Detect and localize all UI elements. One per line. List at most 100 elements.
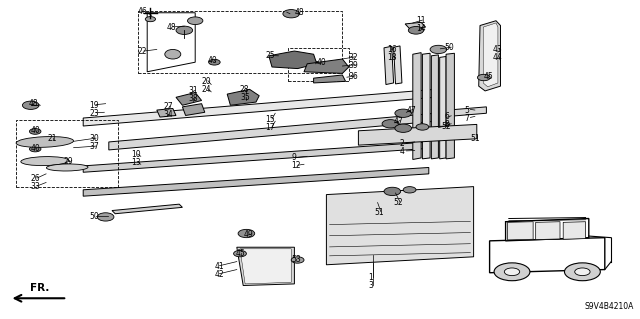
Text: 50: 50: [90, 212, 99, 221]
Circle shape: [494, 263, 530, 281]
Circle shape: [430, 45, 447, 54]
Text: 18: 18: [387, 53, 397, 62]
Polygon shape: [269, 51, 317, 69]
Text: 7: 7: [464, 114, 469, 122]
Text: 12: 12: [291, 161, 301, 170]
Text: 15: 15: [266, 115, 275, 124]
Text: 41: 41: [214, 262, 224, 271]
Text: 11: 11: [416, 16, 426, 25]
Text: 37: 37: [90, 142, 99, 151]
Ellipse shape: [47, 164, 88, 171]
Text: 39: 39: [349, 61, 358, 70]
Text: 48: 48: [166, 23, 176, 32]
Polygon shape: [384, 46, 394, 85]
Text: 38: 38: [189, 94, 198, 103]
Circle shape: [176, 26, 193, 34]
Text: 14: 14: [416, 24, 426, 33]
Circle shape: [49, 137, 58, 142]
Circle shape: [308, 61, 319, 67]
Polygon shape: [479, 21, 500, 91]
Circle shape: [291, 257, 304, 263]
Text: 40: 40: [31, 126, 40, 135]
Text: 48: 48: [294, 8, 304, 17]
Circle shape: [188, 17, 203, 25]
Circle shape: [395, 124, 412, 132]
Text: 5: 5: [464, 106, 469, 115]
Polygon shape: [446, 53, 454, 159]
Text: 22: 22: [138, 47, 147, 56]
Polygon shape: [431, 55, 438, 159]
Polygon shape: [536, 222, 560, 240]
Circle shape: [209, 59, 220, 65]
Circle shape: [234, 250, 246, 257]
Polygon shape: [227, 89, 259, 105]
Ellipse shape: [165, 49, 181, 59]
Text: 17: 17: [266, 123, 275, 132]
Text: 47: 47: [394, 117, 403, 126]
Text: 26: 26: [31, 174, 40, 183]
Polygon shape: [83, 167, 429, 196]
Text: 31: 31: [189, 86, 198, 95]
Circle shape: [564, 263, 600, 281]
Text: 1: 1: [368, 273, 372, 282]
Circle shape: [384, 187, 401, 196]
Text: 10: 10: [131, 150, 141, 159]
Text: 6: 6: [445, 112, 450, 121]
Text: 43: 43: [493, 45, 502, 54]
Circle shape: [408, 26, 424, 34]
Polygon shape: [314, 75, 346, 83]
Polygon shape: [394, 46, 402, 84]
Polygon shape: [83, 142, 429, 172]
Text: 40: 40: [317, 58, 326, 67]
Text: 44: 44: [493, 53, 502, 62]
Circle shape: [29, 129, 41, 134]
Polygon shape: [157, 108, 176, 117]
Circle shape: [416, 124, 429, 130]
Polygon shape: [326, 187, 474, 265]
Polygon shape: [237, 247, 294, 286]
Text: 51: 51: [470, 134, 480, 143]
Circle shape: [504, 268, 520, 276]
Text: 52: 52: [394, 198, 403, 207]
Polygon shape: [422, 53, 430, 159]
Text: 27: 27: [163, 102, 173, 111]
Polygon shape: [506, 219, 589, 241]
Polygon shape: [304, 59, 349, 73]
Circle shape: [395, 109, 412, 117]
Circle shape: [382, 120, 399, 128]
Text: S9V4B4210A: S9V4B4210A: [584, 302, 634, 311]
Text: 30: 30: [90, 134, 99, 143]
Text: 9: 9: [291, 153, 296, 162]
Text: 21: 21: [48, 134, 58, 143]
Text: 8: 8: [445, 120, 449, 129]
Polygon shape: [109, 113, 435, 150]
Polygon shape: [176, 93, 202, 105]
Polygon shape: [405, 22, 426, 29]
Text: 13: 13: [131, 158, 141, 167]
Text: 24: 24: [202, 85, 211, 94]
Text: FR.: FR.: [30, 283, 49, 293]
Text: 20: 20: [202, 77, 211, 86]
Text: 53: 53: [291, 256, 301, 264]
Text: 36: 36: [349, 72, 358, 81]
Circle shape: [97, 213, 114, 221]
Text: 50: 50: [445, 43, 454, 52]
Circle shape: [238, 229, 255, 238]
Text: 40: 40: [31, 144, 40, 153]
Text: 19: 19: [90, 101, 99, 110]
Text: 47: 47: [406, 106, 416, 115]
Polygon shape: [490, 238, 605, 273]
Circle shape: [283, 10, 300, 18]
Polygon shape: [508, 222, 533, 240]
Polygon shape: [358, 124, 477, 145]
Circle shape: [477, 74, 490, 81]
Text: 45: 45: [236, 249, 245, 258]
Text: 48: 48: [29, 99, 38, 108]
Text: 34: 34: [163, 110, 173, 119]
Polygon shape: [483, 23, 498, 87]
Ellipse shape: [21, 157, 68, 166]
Polygon shape: [112, 204, 182, 214]
Circle shape: [575, 268, 590, 276]
Circle shape: [22, 101, 39, 109]
Text: 16: 16: [387, 45, 397, 54]
